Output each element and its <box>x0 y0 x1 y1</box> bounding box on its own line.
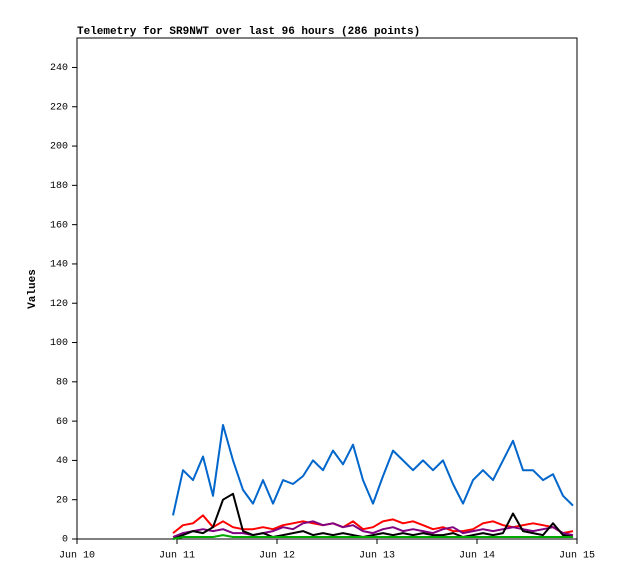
y-tick-label: 20 <box>56 495 68 506</box>
y-tick-label: 160 <box>50 220 68 231</box>
y-tick-label: 200 <box>50 142 68 153</box>
x-tick-label: Jun 14 <box>459 551 495 562</box>
x-tick-label: Jun 11 <box>159 551 195 562</box>
y-tick-label: 40 <box>56 456 68 467</box>
chart-title: Telemetry for SR9NWT over last 96 hours … <box>77 26 420 38</box>
plot-frame <box>76 37 578 540</box>
y-tick-label: 240 <box>50 63 68 74</box>
series-line <box>172 514 574 535</box>
x-tick-label: Jun 15 <box>559 551 595 562</box>
y-tick-label: 120 <box>50 299 68 310</box>
y-tick-label: 100 <box>50 338 68 349</box>
series-line <box>172 534 573 540</box>
series-line <box>172 492 574 540</box>
x-tick-label: Jun 10 <box>59 551 95 562</box>
y-tick-label: 60 <box>56 417 68 428</box>
y-tick-label: 140 <box>50 260 68 271</box>
y-tick-label: 180 <box>50 181 68 192</box>
y-axis-label: Values <box>27 269 39 309</box>
x-tick-label: Jun 12 <box>259 551 295 562</box>
y-tick-label: 0 <box>62 535 68 546</box>
y-tick-label: 220 <box>50 102 68 113</box>
y-tick-label: 80 <box>56 377 68 388</box>
series-line <box>172 424 574 516</box>
x-tick-label: Jun 13 <box>359 551 395 562</box>
